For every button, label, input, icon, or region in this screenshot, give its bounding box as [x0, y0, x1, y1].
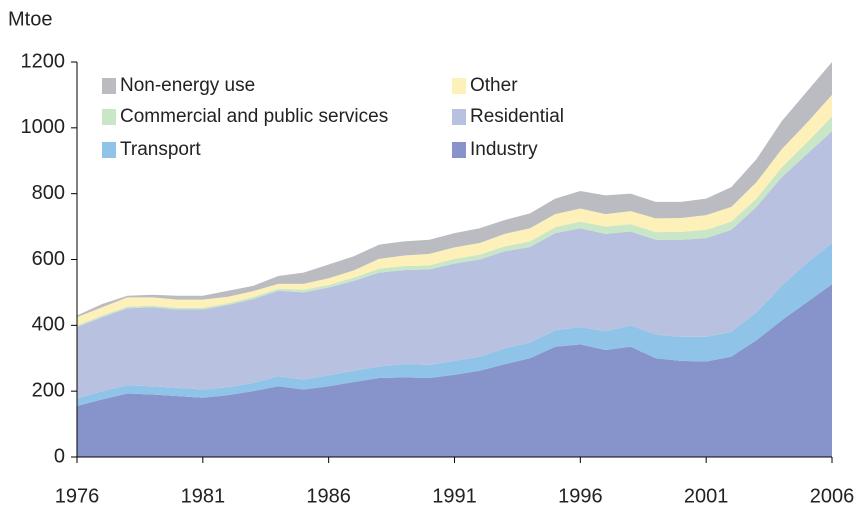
legend-label: Non-energy use [120, 75, 255, 96]
x-tick-label: 1996 [558, 485, 603, 507]
area [77, 243, 832, 406]
legend-swatch [452, 78, 466, 94]
legend-label: Industry [470, 139, 538, 160]
x-tick-label: 1976 [55, 485, 100, 507]
legend-swatch [102, 78, 116, 94]
y-tick-label: 600 [32, 248, 65, 270]
y-tick-label: 800 [32, 182, 65, 204]
x-tick-label: 2006 [810, 485, 855, 507]
x-tick-label: 2001 [684, 485, 729, 507]
y-tick-label: 0 [54, 445, 65, 467]
x-tick-label: 1991 [432, 485, 477, 507]
area [77, 284, 832, 457]
legend-label: Other [470, 75, 518, 96]
y-tick-label: 200 [32, 379, 65, 401]
area [77, 131, 832, 399]
area [77, 94, 832, 326]
area [77, 116, 832, 327]
y-tick-label: 1000 [21, 116, 66, 138]
legend-swatch [452, 142, 466, 158]
legend-swatch [452, 109, 466, 125]
x-tick-label: 1986 [306, 485, 351, 507]
legend-label: Commercial and public services [120, 106, 388, 127]
legend-swatch [102, 142, 116, 158]
legend-label: Residential [470, 106, 564, 127]
y-tick-label: 1200 [21, 50, 66, 72]
legend-swatch [102, 109, 116, 125]
legend-label: Transport [120, 139, 201, 160]
x-tick-label: 1981 [181, 485, 226, 507]
y-axis-label: Mtoe [8, 8, 52, 30]
y-tick-label: 400 [32, 314, 65, 336]
